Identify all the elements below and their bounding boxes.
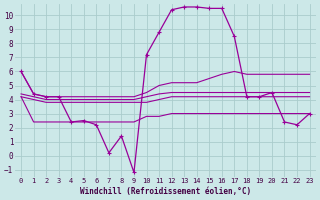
X-axis label: Windchill (Refroidissement éolien,°C): Windchill (Refroidissement éolien,°C) xyxy=(80,187,251,196)
